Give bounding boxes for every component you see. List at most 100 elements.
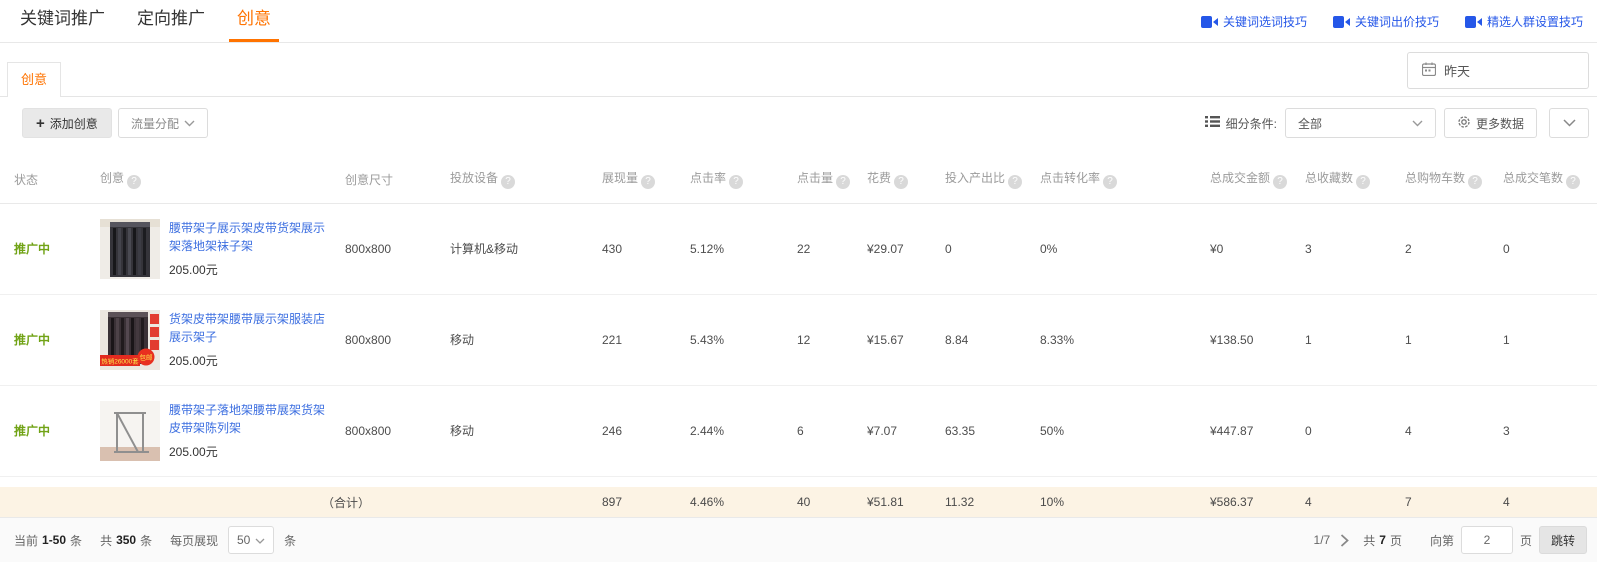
clicks: 22 — [797, 241, 811, 256]
traffic-allocation-label: 流量分配 — [131, 116, 180, 131]
plus-icon: + — [36, 114, 45, 132]
add-creative-button[interactable]: + 添加创意 — [22, 108, 112, 138]
segment-condition-label: 细分条件: — [1204, 115, 1277, 132]
date-value: 昨天 — [1444, 64, 1471, 79]
help-icon[interactable]: ? — [836, 175, 851, 190]
total-cost: ¥51.81 — [867, 495, 904, 509]
col-cvr: 点击转化率? — [1035, 156, 1205, 204]
collapse-toolbar-button[interactable] — [1549, 108, 1589, 138]
tab-creative[interactable]: 创意 — [7, 62, 62, 97]
top-tabs: 关键词推广 定向推广 创意 — [4, 0, 287, 43]
help-icon[interactable]: ? — [1566, 175, 1581, 190]
creative-title-link[interactable]: 腰带架子落地架腰带展架货架皮带架陈列架 — [169, 403, 326, 435]
creative-thumbnail[interactable]: 热销26000套 包邮 — [100, 309, 160, 370]
video-link-keyword-selection[interactable]: 关键词选词技巧 — [1200, 13, 1307, 30]
list-icon — [1204, 115, 1220, 131]
ctr: 5.43% — [690, 332, 725, 347]
cost: ¥29.07 — [867, 241, 904, 256]
video-link-audience-setting[interactable]: 精选人群设置技巧 — [1464, 13, 1583, 30]
nav-tab-keyword-promotion[interactable]: 关键词推广 — [20, 9, 105, 28]
help-icon[interactable]: ? — [729, 175, 744, 190]
goto-prefix: 向第 — [1429, 533, 1454, 548]
total-clicks: 40 — [797, 495, 811, 509]
clicks: 6 — [797, 423, 804, 438]
creative-price: 205.00元 — [169, 263, 218, 277]
device: 计算机&移动 — [450, 242, 519, 256]
goto-unit: 页 — [1519, 533, 1532, 548]
per-page-unit: 条 — [284, 533, 297, 548]
nav-tab-creative[interactable]: 创意 — [221, 0, 287, 42]
help-icon[interactable]: ? — [1468, 175, 1483, 190]
nav-tab-targeted-promotion[interactable]: 定向推广 — [137, 9, 205, 28]
current-range: 1-50 — [42, 533, 67, 547]
traffic-allocation-dropdown[interactable]: 流量分配 — [118, 108, 209, 138]
table-row: 推广中 腰带架子展示架皮带货架展示架落地架袜子架 205.00元 800x800… — [0, 203, 1597, 295]
video-link-keyword-bidding[interactable]: 关键词出价技巧 — [1332, 13, 1439, 30]
favorites: 1 — [1305, 332, 1312, 347]
jump-button[interactable]: 跳转 — [1538, 526, 1587, 554]
video-link-label: 关键词选词技巧 — [1222, 15, 1307, 29]
help-icon[interactable]: ? — [1273, 175, 1288, 190]
help-icon[interactable]: ? — [1356, 175, 1371, 190]
creative-thumbnail[interactable] — [100, 218, 160, 279]
chevron-down-icon — [1412, 116, 1423, 130]
creative-price: 205.00元 — [169, 354, 218, 368]
device: 移动 — [450, 333, 475, 347]
goto-page-input[interactable] — [1460, 526, 1513, 554]
gmv: ¥138.50 — [1210, 332, 1254, 347]
help-icon[interactable]: ? — [1103, 175, 1118, 190]
total-roi: 11.32 — [945, 495, 975, 509]
pages-total-unit: 页 — [1389, 533, 1402, 548]
status-badge: 推广中 — [14, 333, 51, 347]
col-carts: 总购物车数? — [1400, 156, 1498, 204]
cvr: 50% — [1040, 423, 1065, 438]
carts: 1 — [1405, 332, 1412, 347]
segment-condition-select[interactable]: 全部 — [1284, 108, 1436, 138]
cvr: 0% — [1040, 241, 1058, 256]
orders: 1 — [1503, 332, 1510, 347]
ctr: 2.44% — [690, 423, 725, 438]
creative-thumbnail[interactable] — [100, 400, 160, 461]
table-spacer — [0, 476, 1597, 487]
total-favorites: 4 — [1305, 495, 1312, 509]
thumb-banner-text: 热销26000套 — [101, 356, 139, 365]
help-icon[interactable]: ? — [641, 175, 656, 190]
roi: 63.35 — [945, 423, 976, 438]
creative-table: 状态 创意? 创意尺寸 投放设备? 展现量? 点击率? 点击量? 花费? 投入产… — [0, 156, 1597, 517]
page-ratio: 1/7 — [1313, 533, 1331, 547]
help-icon[interactable]: ? — [1008, 175, 1023, 190]
impressions: 221 — [602, 332, 623, 347]
total-count: 350 — [116, 533, 137, 547]
col-roi: 投入产出比? — [940, 156, 1035, 204]
table-row: 推广中 腰带架子落地架腰带展架货架皮带架陈列架 205.00元 800x800 … — [0, 385, 1597, 477]
col-device: 投放设备? — [445, 156, 597, 204]
help-icon[interactable]: ? — [127, 175, 142, 190]
next-page-button[interactable] — [1340, 533, 1350, 547]
clicks: 12 — [797, 332, 811, 347]
col-clicks: 点击量? — [792, 156, 862, 204]
device: 移动 — [450, 424, 475, 438]
per-page-select[interactable]: 50 — [228, 526, 275, 554]
gear-icon — [1457, 115, 1471, 132]
ctr: 5.12% — [690, 241, 725, 256]
total-carts: 7 — [1405, 495, 1412, 509]
tutorial-video-links: 关键词选词技巧 关键词出价技巧 精选人群设置技巧 — [1200, 0, 1583, 43]
creative-title-link[interactable]: 货架皮带架腰带展示架服装店展示架子 — [169, 312, 326, 344]
col-cost: 花费? — [862, 156, 940, 204]
total-cvr: 10% — [1040, 495, 1065, 509]
thumb-badge-text: 包邮 — [140, 352, 154, 361]
help-icon[interactable]: ? — [501, 175, 516, 190]
video-camera-icon — [1464, 15, 1482, 28]
date-range-picker[interactable]: 昨天 — [1407, 52, 1589, 89]
col-creative: 创意? — [95, 156, 340, 204]
table-header-row: 状态 创意? 创意尺寸 投放设备? 展现量? 点击率? 点击量? 花费? 投入产… — [0, 156, 1597, 204]
creative-size: 800x800 — [345, 332, 392, 347]
help-icon[interactable]: ? — [894, 175, 909, 190]
creative-title-link[interactable]: 腰带架子展示架皮带货架展示架落地架袜子架 — [169, 221, 326, 253]
more-data-button[interactable]: 更多数据 — [1443, 108, 1537, 138]
video-link-label: 关键词出价技巧 — [1354, 15, 1439, 29]
more-data-label: 更多数据 — [1475, 116, 1524, 131]
pagination-controls: 1/7 共 7 页 向第 页 跳转 — [1314, 526, 1587, 554]
segment-condition-text: 细分条件: — [1225, 116, 1277, 131]
